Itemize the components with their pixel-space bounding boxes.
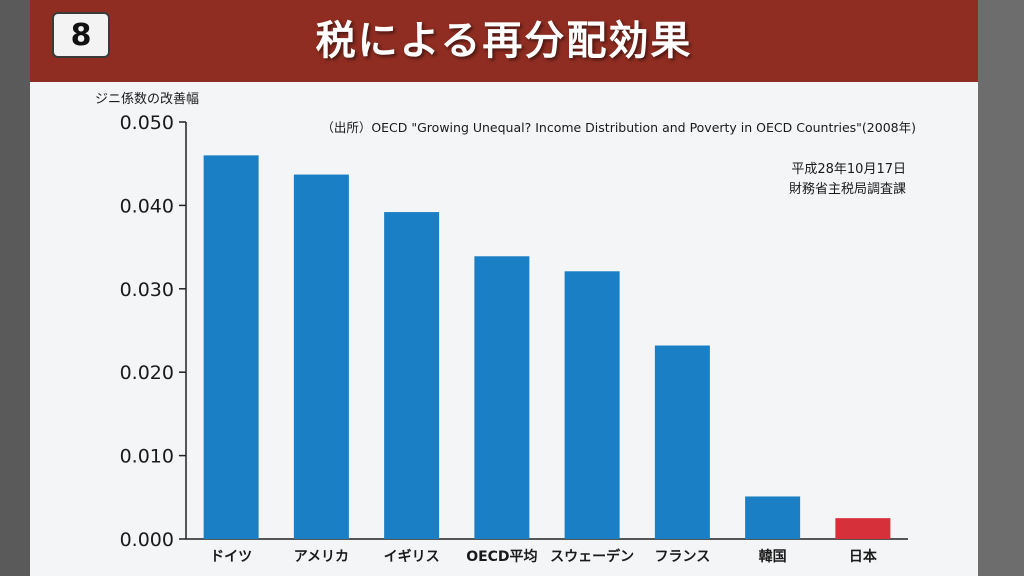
y-tick-label: 0.000	[120, 529, 174, 551]
slide-number-badge: 8	[52, 12, 110, 58]
y-tick-label: 0.010	[120, 446, 174, 468]
x-tick-label: フランス	[655, 549, 711, 565]
slide-header: 8 税による再分配効果	[30, 0, 978, 82]
y-tick-label: 0.030	[120, 279, 174, 301]
background-strip	[978, 0, 1024, 576]
bar	[654, 345, 710, 539]
x-tick-label: イギリス	[384, 548, 440, 565]
y-tick-label: 0.050	[120, 112, 174, 134]
date-note: 平成28年10月17日	[791, 162, 906, 177]
x-tick-label: ドイツ	[210, 549, 252, 565]
y-tick-label: 0.040	[120, 195, 174, 217]
author-note: 財務省主税局調査課	[789, 181, 906, 197]
slide-title: 税による再分配効果	[315, 18, 693, 64]
x-tick-label: アメリカ	[294, 549, 349, 565]
bar	[564, 271, 620, 539]
y-axis-label: ジニ係数の改善幅	[95, 91, 199, 107]
chart-axes: 0.000 0.010 0.020 0.030 0.040 0.050	[120, 112, 908, 551]
bar	[745, 496, 801, 539]
y-tick-label: 0.020	[120, 362, 174, 384]
x-tick-label: スウェーデン	[550, 548, 634, 565]
chart-bars	[203, 155, 891, 540]
source-note: （出所）OECD "Growing Unequal? Income Distri…	[321, 120, 916, 135]
x-tick-label: OECD平均	[466, 548, 537, 565]
x-tick-labels: ドイツ アメリカ イギリス OECD平均 スウェーデン フランス 韓国 日本	[210, 548, 878, 565]
x-tick-label: 韓国	[759, 548, 787, 565]
bar	[203, 155, 259, 540]
bar	[474, 256, 530, 539]
x-tick-label: 日本	[849, 548, 878, 565]
bar	[835, 518, 891, 539]
bar	[293, 174, 349, 540]
bar	[384, 212, 440, 539]
